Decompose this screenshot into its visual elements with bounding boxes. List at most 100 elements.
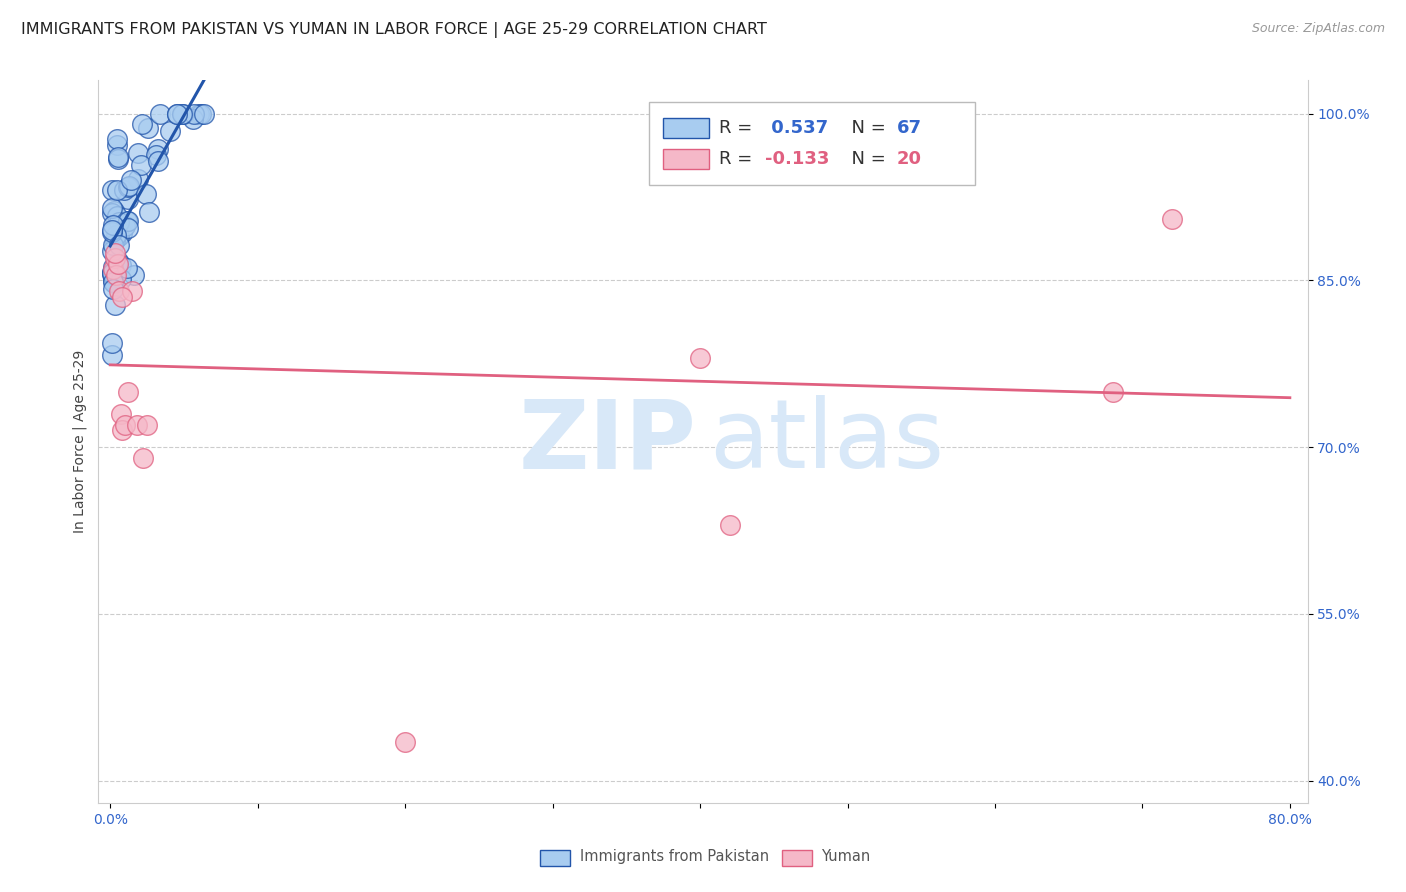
Point xyxy=(117,180,139,194)
FancyBboxPatch shape xyxy=(540,850,569,865)
Point xyxy=(101,237,124,252)
Point xyxy=(100,183,122,197)
Point xyxy=(107,257,129,271)
Text: Source: ZipAtlas.com: Source: ZipAtlas.com xyxy=(1251,22,1385,36)
FancyBboxPatch shape xyxy=(664,149,709,169)
Point xyxy=(101,272,124,286)
Point xyxy=(111,290,134,304)
Point xyxy=(100,205,122,219)
FancyBboxPatch shape xyxy=(648,102,976,185)
Point xyxy=(105,138,128,153)
Point xyxy=(121,285,143,299)
Point xyxy=(148,153,170,168)
Point xyxy=(105,183,128,197)
Point xyxy=(101,268,124,282)
Point xyxy=(127,171,149,186)
Point xyxy=(104,298,127,312)
Point xyxy=(172,106,194,120)
Point xyxy=(111,226,134,240)
Point xyxy=(111,424,134,438)
Point xyxy=(136,417,159,432)
Text: IMMIGRANTS FROM PAKISTAN VS YUMAN IN LABOR FORCE | AGE 25-29 CORRELATION CHART: IMMIGRANTS FROM PAKISTAN VS YUMAN IN LAB… xyxy=(21,22,766,38)
Point xyxy=(105,210,128,224)
Point xyxy=(100,225,122,239)
Text: Immigrants from Pakistan: Immigrants from Pakistan xyxy=(579,849,769,863)
Point xyxy=(718,517,741,532)
Point xyxy=(107,254,129,268)
Text: -0.133: -0.133 xyxy=(765,150,830,168)
Text: N =: N = xyxy=(839,150,891,168)
Point xyxy=(1102,384,1125,399)
Point xyxy=(110,271,132,285)
Point xyxy=(689,351,711,366)
Point xyxy=(100,347,122,361)
Point xyxy=(104,245,127,260)
Point xyxy=(117,384,139,399)
Point xyxy=(104,227,127,242)
Point xyxy=(193,106,215,120)
Point xyxy=(103,276,125,290)
Point xyxy=(114,417,136,432)
Point xyxy=(107,152,129,166)
Point xyxy=(105,268,128,282)
Point xyxy=(1161,212,1184,227)
Point xyxy=(115,260,138,275)
Point xyxy=(118,178,141,193)
Point xyxy=(117,214,139,228)
Point xyxy=(394,734,416,748)
Point xyxy=(183,106,205,120)
Point xyxy=(100,266,122,280)
Point xyxy=(188,106,211,120)
Point xyxy=(131,117,153,131)
Text: 0.537: 0.537 xyxy=(765,119,828,137)
Point xyxy=(101,336,124,351)
Point xyxy=(181,112,204,126)
Text: R =: R = xyxy=(718,119,758,137)
Text: N =: N = xyxy=(839,119,891,137)
Point xyxy=(107,215,129,229)
Point xyxy=(190,106,212,120)
Text: atlas: atlas xyxy=(709,395,945,488)
Y-axis label: In Labor Force | Age 25-29: In Labor Force | Age 25-29 xyxy=(73,350,87,533)
Point xyxy=(101,218,124,232)
Point xyxy=(103,275,125,289)
Point xyxy=(136,121,159,136)
Point xyxy=(100,244,122,259)
Point xyxy=(101,262,124,277)
Point xyxy=(100,201,122,215)
Point xyxy=(112,183,135,197)
Point xyxy=(127,145,149,160)
Point xyxy=(108,229,131,244)
Point xyxy=(101,260,124,275)
Point xyxy=(107,150,129,164)
Point xyxy=(138,204,160,219)
Point xyxy=(125,417,148,432)
Point xyxy=(103,203,125,218)
Text: 67: 67 xyxy=(897,119,921,137)
Point xyxy=(145,148,167,162)
Point xyxy=(120,173,142,187)
Point xyxy=(122,268,145,282)
Point xyxy=(103,282,125,296)
Point xyxy=(110,407,132,421)
Point xyxy=(100,264,122,278)
Point xyxy=(108,285,131,299)
Point xyxy=(131,158,153,172)
Point xyxy=(110,258,132,272)
Point xyxy=(100,223,122,237)
Point xyxy=(166,106,188,120)
FancyBboxPatch shape xyxy=(782,850,811,865)
Point xyxy=(104,251,127,265)
Point xyxy=(117,221,139,235)
Point xyxy=(149,106,172,120)
Point xyxy=(159,124,181,138)
Point xyxy=(117,214,139,228)
Point xyxy=(105,132,128,146)
Point xyxy=(104,234,127,248)
FancyBboxPatch shape xyxy=(664,118,709,138)
Text: ZIP: ZIP xyxy=(519,395,697,488)
Point xyxy=(135,187,157,202)
Point xyxy=(107,237,129,252)
Text: 20: 20 xyxy=(897,150,921,168)
Text: Yuman: Yuman xyxy=(821,849,870,863)
